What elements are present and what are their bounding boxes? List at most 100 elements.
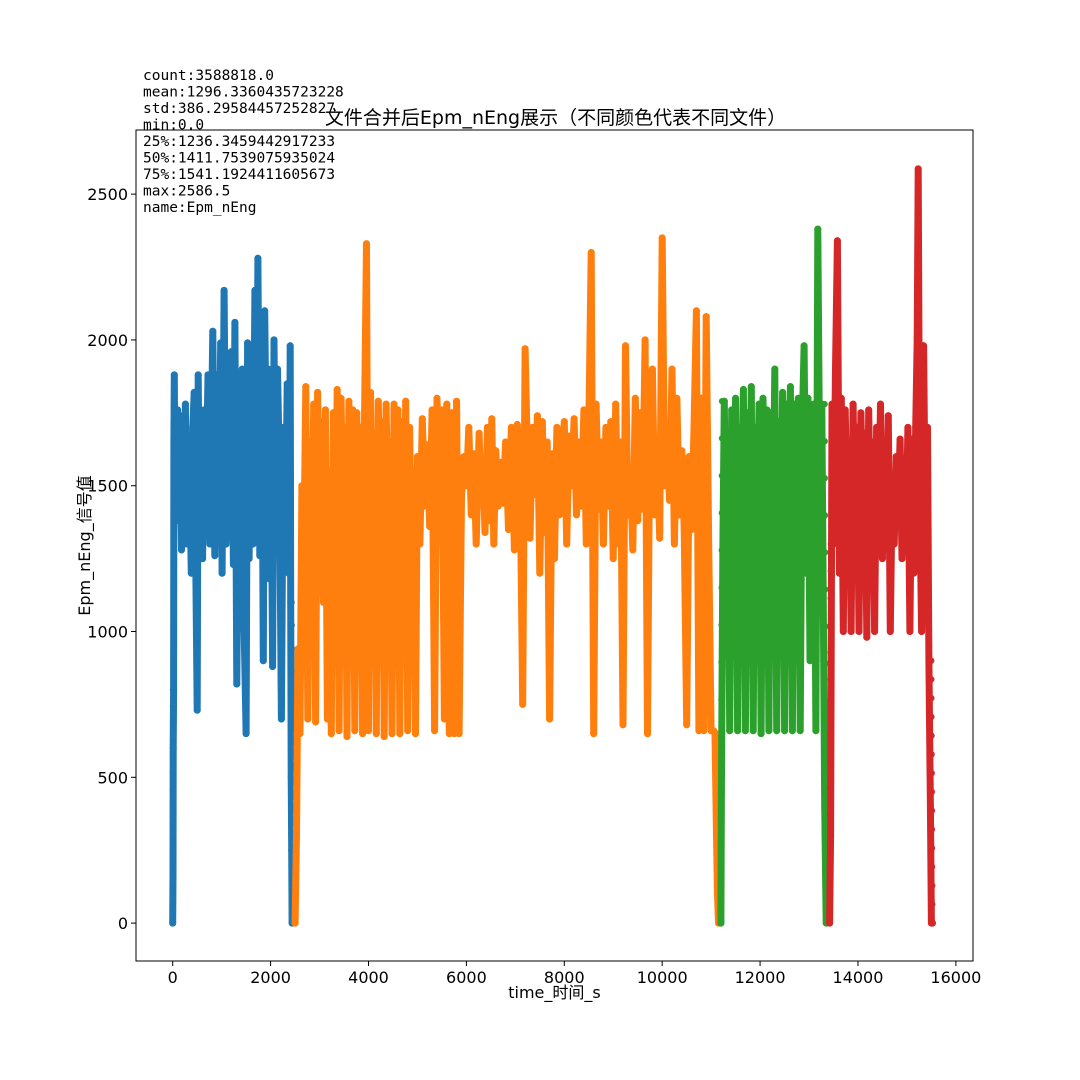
series-4-point [859,511,867,519]
series-2-point [573,511,580,519]
series-4-edge-point [826,838,834,846]
series-3-point [730,540,738,548]
series-1-edge-point [169,819,176,827]
series-3-point [792,540,800,548]
series-2-point [374,397,382,405]
series-3-point [773,727,781,735]
chart-title: 文件合并后Epm_nEng展示（不同颜色代表不同文件） [325,107,786,129]
series-4-edge-point [928,844,936,852]
series-4-point [886,628,894,635]
series-4-edge-point [929,919,936,927]
series-3-edge-point [717,882,725,889]
series-3-point [755,400,763,408]
series-3-edge-point [718,584,725,591]
series-2-edge-point [292,865,299,873]
series-4-edge-point [929,901,936,908]
series-2-point [548,450,556,458]
series-2-point [460,453,468,461]
series-1-point [286,342,294,350]
stats-annotation: count:3588818.0mean:1296.3360435723228st… [143,68,344,216]
series-3-edge-point [718,435,726,442]
series-2-point [543,438,551,446]
series-2-point [413,453,421,461]
series-3-point [761,526,769,533]
series-1-point [272,526,279,533]
series-3-point [777,569,785,577]
series-4-edge-point [928,788,935,796]
plot-frame [135,129,974,962]
series-2-point [505,526,512,533]
series-1-point [186,482,194,490]
series-3-edge-point [821,549,829,556]
series-4-point [855,628,863,635]
series-2-point [450,730,458,738]
series-4-point [900,473,908,481]
series-4-edge-point [928,751,935,758]
series-2-edge-point [293,730,300,737]
x-tick-label: 6000 [446,968,487,987]
series-2-point [565,432,573,440]
series-2-point [538,418,546,426]
series-1-point [226,496,234,504]
series-2-point [402,397,410,405]
series-2-point [470,450,478,458]
series-2-point [376,540,384,548]
series-2-point [386,438,394,446]
series-4-point [833,237,841,245]
series-2-point [363,240,370,248]
series-2-point [443,400,451,408]
series-2-point [382,400,390,408]
series-2-point [607,418,615,426]
series-1-point [220,286,228,294]
series-1-edge-point [169,836,176,843]
series-1-point [187,569,195,577]
series-2-point [438,406,446,414]
series-2-point [619,721,627,729]
y-tick-label: 2000 [87,331,128,350]
stats-line: name:Epm_nEng [143,200,257,216]
series-4-point [845,438,853,446]
y-axis-ticks: 0 500 1000 1500 2000 2500 [87,185,136,933]
series-3-edge-point [822,734,829,741]
series-2-point [345,397,353,405]
series-3-edge-point [822,586,829,593]
series-1-point [190,388,198,396]
x-tick-label: 14000 [833,968,884,987]
y-tick-label: 0 [118,914,128,933]
series-3-point [757,730,765,738]
series-1-point [170,438,178,446]
series-2-point [702,313,710,321]
series-2-point [320,598,327,606]
series-2-point [440,715,448,723]
y-axis-label: Epm_nEng_信号值 [75,475,95,615]
series-1-point [269,663,277,670]
series-1-point [264,365,272,373]
series-2-point [327,730,335,738]
series-2-point [448,409,456,417]
series-4-point [913,336,921,344]
series-4-point [853,423,861,431]
series-3-point [794,394,802,402]
series-3-point [786,383,794,391]
series-4-edge-point [928,863,936,871]
series-3-point [741,727,749,735]
series-3-edge-point [718,509,726,517]
series-2-edge-point [293,743,300,751]
series-4-edge-point [827,622,834,629]
series-2-point [433,394,441,402]
x-tick-label: 0 [168,968,178,987]
series-2-edge-point [293,798,300,805]
x-tick-label: 10000 [637,968,688,987]
series-2-point [426,523,434,530]
series-3-edge-point [821,512,829,519]
series-2-point [700,727,708,735]
series-2-point [690,423,698,431]
series-2-point [472,540,480,548]
series-2-point [462,482,470,490]
series-2-point [560,418,568,426]
series-1-point [233,680,241,688]
series-2-point [308,555,316,563]
series-2-point [304,715,312,723]
series-2-point [577,502,585,510]
series-2-point [453,397,461,405]
